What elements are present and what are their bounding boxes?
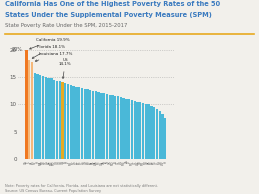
Bar <box>97 92 100 159</box>
Bar <box>92 91 94 159</box>
Bar <box>59 81 61 159</box>
Bar <box>134 100 136 159</box>
Bar <box>103 94 105 159</box>
Bar <box>64 83 67 159</box>
Bar <box>67 84 69 159</box>
Bar <box>70 85 72 159</box>
Bar <box>31 62 33 159</box>
Bar <box>147 104 150 159</box>
Bar <box>84 88 86 159</box>
Text: State Poverty Rate Under the SPM, 2015-2017: State Poverty Rate Under the SPM, 2015-2… <box>5 23 127 28</box>
Text: California 19.9%: California 19.9% <box>30 37 70 49</box>
Bar <box>156 109 158 159</box>
Bar <box>139 102 141 159</box>
Bar <box>159 111 161 159</box>
Text: 20%: 20% <box>11 47 22 52</box>
Bar <box>86 89 89 159</box>
Bar <box>42 76 44 159</box>
Bar <box>33 73 36 159</box>
Bar <box>100 93 103 159</box>
Bar <box>111 95 114 159</box>
Text: California Has One of the Highest Poverty Rates of the 50: California Has One of the Highest Povert… <box>5 1 220 7</box>
Bar <box>47 78 50 159</box>
Bar <box>161 114 164 159</box>
Bar <box>106 94 108 159</box>
Text: Note: Poverty rates for California, Florida, and Louisiana are not statistically: Note: Poverty rates for California, Flor… <box>5 184 158 193</box>
Bar <box>25 50 27 159</box>
Bar <box>50 78 53 159</box>
Bar <box>164 118 167 159</box>
Bar <box>128 100 130 159</box>
Bar <box>136 102 139 159</box>
Bar <box>53 80 55 159</box>
Bar <box>120 97 122 159</box>
Bar <box>89 90 91 159</box>
Bar <box>117 96 119 159</box>
Bar <box>142 103 144 159</box>
Bar <box>145 104 147 159</box>
Bar <box>75 87 77 159</box>
Text: Louisiana 17.7%: Louisiana 17.7% <box>35 52 72 61</box>
Bar <box>81 88 83 159</box>
Bar <box>109 94 111 159</box>
Bar <box>78 87 80 159</box>
Bar <box>61 82 64 159</box>
Bar <box>45 77 47 159</box>
Bar <box>95 91 97 159</box>
Text: US
14.1%: US 14.1% <box>59 58 71 78</box>
Bar <box>153 107 155 159</box>
Bar <box>56 81 58 159</box>
Bar <box>114 96 117 159</box>
Bar <box>28 60 30 159</box>
Bar <box>73 86 75 159</box>
Bar <box>36 74 39 159</box>
Bar <box>123 98 125 159</box>
Bar <box>39 75 41 159</box>
Bar <box>125 99 128 159</box>
Text: Florida 18.1%: Florida 18.1% <box>32 45 66 58</box>
Text: States Under the Supplemental Poverty Measure (SPM): States Under the Supplemental Poverty Me… <box>5 12 212 18</box>
Bar <box>150 106 153 159</box>
Bar <box>131 100 133 159</box>
